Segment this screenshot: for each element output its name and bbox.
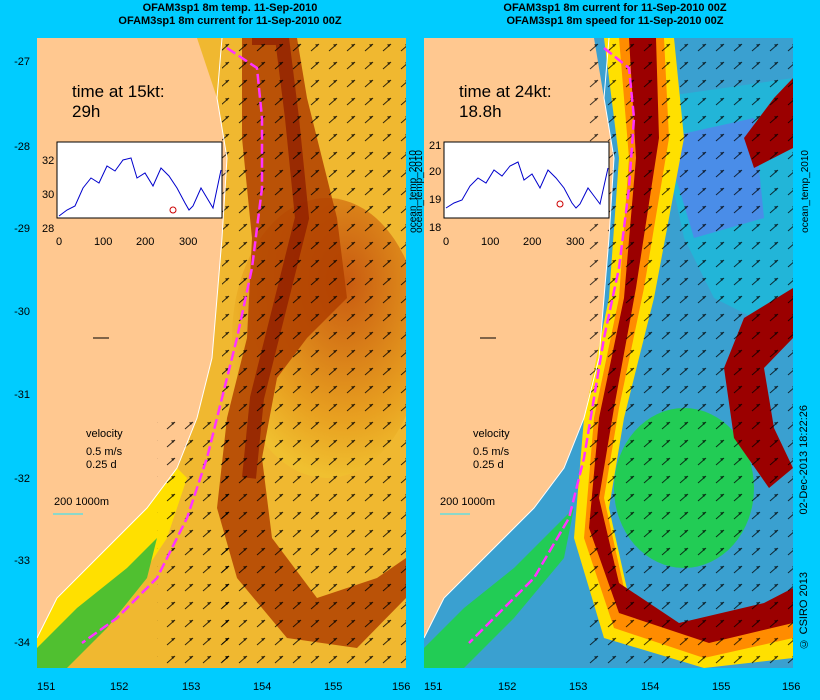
right-side-label: ocean_temp_2010 [414,150,425,233]
right-inset-xtick: 300 [566,236,585,248]
right-isobath-label: 200 1000m [440,496,496,508]
left-title-line1: OFAM3sp1 8m temp. 11-Sep-2010 [142,2,318,14]
lon-tick: 152 [498,681,517,693]
lon-tick: 153 [569,681,588,693]
lat-tick: -30 [14,306,30,318]
lon-tick: 155 [712,681,731,693]
green-shelf-water [424,508,574,668]
inset-series-line [58,157,222,217]
coastline [424,38,615,639]
lat-tick: -29 [14,223,30,235]
left-duration-label: 0.25 d [86,459,117,471]
left-time-value: 29h [72,102,101,121]
copyright: © CSIRO 2013 [798,572,810,650]
left-isobath-label: 200 1000m [54,496,110,508]
lon-tick: 154 [253,681,272,693]
lon-tick: 156 [782,681,801,693]
right-inset-xtick: 200 [523,236,542,248]
inset-plot [56,141,223,219]
left-panel-title: OFAM3sp1 8m temp. 11-Sep-2010 OFAM3sp1 8… [40,2,420,28]
current-vector-field-south [157,418,237,668]
temperature-map [37,38,406,668]
current-vector-field [584,38,793,668]
inset-plot [443,141,610,219]
right-inset-xtick: 100 [481,236,500,248]
lat-tick: -28 [14,141,30,153]
lat-tick: -31 [14,389,30,401]
left-inset-ytick: 28 [42,223,55,235]
right-title-line1: OFAM3sp1 8m current for 11-Sep-2010 00Z [503,2,727,14]
lon-tick: 151 [424,681,443,693]
coastline [37,38,228,639]
left-velocity-label: velocity [86,428,123,440]
lat-tick: -27 [14,56,30,68]
right-time-value: 18.8h [459,102,502,121]
right-edge-label: ocean_temp_2010 [800,150,811,233]
left-inset-xtick: 300 [179,236,198,248]
right-velocity-label: velocity [473,428,510,440]
lon-tick: 152 [110,681,129,693]
right-title-line2: OFAM3sp1 8m speed for 11-Sep-2010 00Z [506,15,724,27]
left-inset-xtick: 200 [136,236,155,248]
lat-tick: -32 [14,473,30,485]
inset-marker [169,206,177,214]
right-inset-xtick: 0 [443,236,450,248]
left-inset-ytick: 32 [42,155,55,167]
left-inset-ytick: 30 [42,189,55,201]
lon-tick: 151 [37,681,56,693]
right-panel-title: OFAM3sp1 8m current for 11-Sep-2010 00Z … [420,2,810,28]
lon-tick: 154 [641,681,660,693]
left-inset-xtick: 100 [94,236,113,248]
lon-tick: 155 [324,681,343,693]
inset-marker [556,200,564,208]
left-title-line2: OFAM3sp1 8m current for 11-Sep-2010 00Z [118,15,342,27]
speed-map [424,38,793,668]
lat-tick: -33 [14,555,30,567]
right-inset-ytick: 20 [429,166,442,178]
green-shelf-water [37,538,157,668]
inset-series-line [445,161,609,209]
lon-tick: 153 [182,681,201,693]
lon-tick: 156 [392,681,411,693]
right-time-label: time at 24kt: [459,82,552,101]
left-time-label: time at 15kt: [72,82,165,101]
right-duration-label: 0.25 d [473,459,504,471]
right-inset-ytick: 21 [429,140,442,152]
current-vector-field [222,38,406,668]
ship-route [81,46,264,645]
left-inset-xtick: 0 [56,236,63,248]
right-inset-ytick: 18 [429,222,442,234]
timestamp: 02-Dec-2013 18:22:26 [798,405,810,515]
right-inset-ytick: 19 [429,194,442,206]
left-speed-label: 0.5 m/s [86,446,123,458]
lat-tick: -34 [14,637,30,649]
right-speed-label: 0.5 m/s [473,446,510,458]
ship-route [468,47,636,644]
